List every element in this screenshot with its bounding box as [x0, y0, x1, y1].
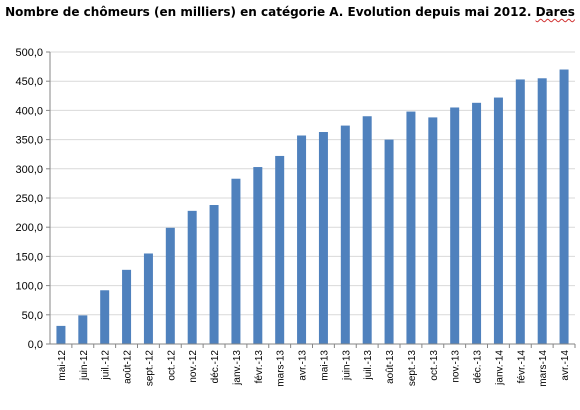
- x-tick-label: févr.-14: [516, 350, 527, 384]
- bar: [209, 205, 219, 344]
- bar: [165, 227, 175, 344]
- bar: [187, 210, 197, 344]
- bar: [56, 325, 66, 344]
- bar: [384, 139, 394, 344]
- gridlines: [50, 51, 575, 316]
- bar: [275, 155, 285, 344]
- bar: [428, 117, 438, 345]
- bars: [56, 69, 569, 345]
- y-tick-label: 200,0: [15, 222, 43, 234]
- x-tick-label: août-13: [385, 350, 396, 384]
- x-tick-label: juin-12: [79, 350, 90, 381]
- x-tick-label: janv.-13: [232, 350, 243, 386]
- y-tick-label: 0,0: [28, 339, 43, 351]
- x-tick-label: févr.-13: [254, 350, 265, 384]
- x-tick-label: juin-13: [341, 350, 352, 381]
- x-tick-label: oct.-13: [429, 350, 440, 381]
- bar: [472, 102, 482, 344]
- bar: [515, 79, 525, 344]
- x-tick-labels: mai-12 juin-12 juil.-12 août-12 sept.-12 oct.…: [57, 344, 576, 387]
- y-tick-label: 50,0: [22, 310, 43, 322]
- y-tick-label: 350,0: [15, 135, 43, 147]
- x-tick-label: mars-14: [538, 350, 549, 387]
- x-tick-label: juil.-12: [101, 350, 112, 381]
- bar: [253, 167, 263, 344]
- bar: [78, 315, 88, 344]
- y-tick-label: 150,0: [15, 251, 43, 263]
- chart-title-source: Dares: [535, 5, 575, 19]
- bar: [537, 78, 547, 344]
- y-tick-labels: 0,0 50,0 100,0 150,0 200,0 250,0 300,0 350,0 400…: [15, 47, 50, 351]
- bar: [122, 269, 132, 344]
- bar: [231, 178, 241, 344]
- y-tick-label: 450,0: [15, 76, 43, 88]
- y-tick-label: 250,0: [15, 193, 43, 205]
- x-tick-label: mai-12: [57, 350, 68, 381]
- x-tick-label: nov.-13: [451, 350, 462, 383]
- x-tick-label: mai-13: [319, 350, 330, 381]
- chart-title-main: Nombre de chômeurs (en milliers) en caté…: [5, 5, 532, 19]
- x-tick-label: juil.-13: [363, 350, 374, 381]
- bar: [450, 107, 460, 344]
- bar: [100, 290, 110, 344]
- x-tick-label: déc.-13: [473, 350, 484, 384]
- y-tick-label: 500,0: [15, 47, 43, 59]
- x-tick-label: déc.-12: [210, 350, 221, 384]
- x-tick-label: janv.-14: [494, 350, 505, 386]
- x-tick-label: sept.-13: [407, 350, 418, 387]
- bar: [143, 253, 153, 344]
- bar: [297, 135, 307, 344]
- chart-title: Nombre de chômeurs (en milliers) en caté…: [0, 5, 580, 19]
- x-tick-label: nov.-12: [188, 350, 199, 383]
- y-tick-label: 400,0: [15, 105, 43, 117]
- x-tick-label: avr.-13: [298, 350, 309, 381]
- x-tick-label: mars-13: [276, 350, 287, 387]
- x-tick-label: oct.-12: [166, 350, 177, 381]
- bar: [493, 97, 503, 344]
- x-tick-label: août-12: [123, 350, 134, 384]
- bar: [340, 125, 350, 344]
- x-tick-label: avr.-14: [560, 350, 571, 381]
- bar: [362, 116, 372, 345]
- y-tick-label: 100,0: [15, 281, 43, 293]
- bar: [406, 111, 416, 345]
- bar: [559, 69, 569, 345]
- x-tick-label: sept.-12: [144, 350, 155, 387]
- bar: [318, 132, 328, 344]
- y-tick-label: 300,0: [15, 164, 43, 176]
